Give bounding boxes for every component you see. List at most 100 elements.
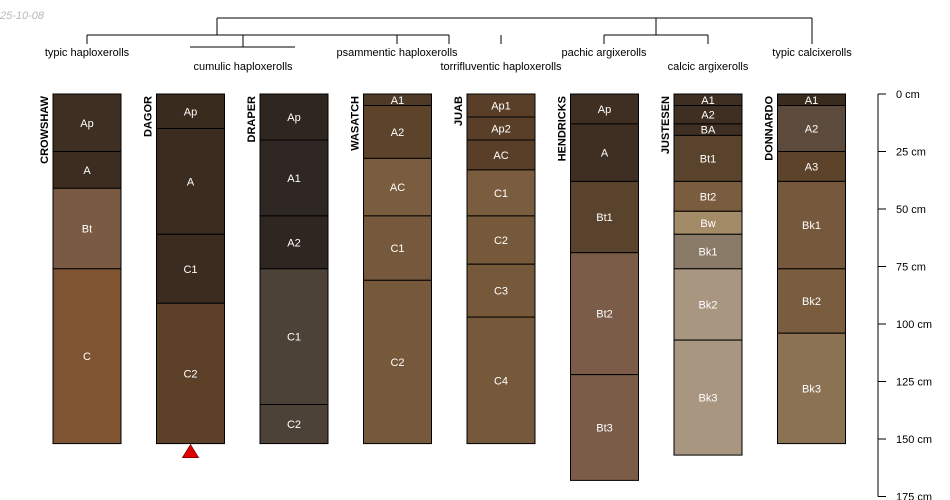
horizon-block	[52, 268, 122, 445]
soil-profile: A1 A2 A3 Bk1 Bk2 Bk3 DONNARDO	[764, 93, 846, 445]
horizon-block	[570, 123, 639, 182]
profile-name: CROWSHAW	[39, 95, 51, 163]
profile-name: WASATCH	[350, 96, 362, 151]
horizon-block	[363, 157, 432, 217]
horizon-label: Ap1	[491, 101, 511, 113]
date-stamp: 25-10-08	[0, 10, 45, 22]
horizon-label: C3	[494, 286, 508, 298]
horizon-block	[259, 404, 329, 445]
taxon-label: cumulic haploxerolls	[193, 61, 293, 73]
horizon-label: A	[83, 165, 91, 177]
depth-axis: 0 cm 25 cm 50 cm 75 cm 100 cm 125 cm 150 cm 175…	[877, 89, 932, 500]
horizon-label: C1	[183, 264, 197, 276]
horizon-label: A1	[805, 95, 818, 107]
soil-profile: Ap1 Ap2 AC C1 C2 C3 C4 JUAB	[453, 93, 536, 445]
horizon-label: C2	[183, 368, 197, 380]
dendrogram	[86, 17, 813, 48]
taxon-label: psammentic haploxerolls	[336, 47, 458, 59]
horizon-label: A1	[287, 173, 300, 185]
horizon-label: Ap	[80, 118, 93, 130]
horizon-label: Bt	[82, 224, 92, 236]
taxon-label: pachic argixerolls	[562, 47, 647, 59]
horizon-label: A	[187, 176, 195, 188]
horizon-block	[363, 279, 432, 445]
soil-profile: Ap A1 A2 C1 C2 DRAPER	[246, 93, 329, 445]
horizon-label: Bw	[700, 218, 715, 230]
horizon-block	[156, 128, 225, 235]
horizon-block	[673, 268, 743, 341]
horizon-block	[363, 215, 432, 281]
horizon-label: Bt2	[596, 309, 613, 321]
profiles-group: Ap A Bt C CROWSHAW Ap A C1 C2 DAGOR Ap A1 A2 C1 C2 DRAP…	[39, 93, 846, 481]
soil-profile: Ap A Bt1 Bt2 Bt3 HENDRICKS	[557, 93, 639, 481]
horizon-block	[156, 233, 225, 304]
depth-tick-label: 50 cm	[896, 204, 926, 216]
horizon-label: Ap	[598, 104, 611, 116]
horizon-block	[466, 263, 536, 318]
horizon-label: A	[601, 148, 609, 160]
horizon-label: A3	[805, 161, 818, 173]
horizon-label: Bt1	[700, 153, 717, 165]
horizon-label: Bt2	[700, 191, 717, 203]
horizon-block	[673, 339, 743, 456]
horizon-label: AC	[493, 150, 508, 162]
soil-profile: A1 A2 AC C1 C2 WASATCH	[350, 93, 432, 445]
horizon-label: Bk3	[699, 393, 718, 405]
horizon-label: C1	[287, 332, 301, 344]
horizon-label: A2	[701, 110, 714, 122]
horizon-block	[777, 268, 846, 334]
horizon-block	[777, 151, 846, 182]
taxon-label: typic calcixerolls	[772, 47, 852, 59]
soil-profile: A1 A2 BA Bt1 Bt2 Bw Bk1 Bk2 Bk3 JUSTESEN	[660, 93, 743, 456]
horizon-label: A1	[701, 95, 714, 107]
horizon-block	[570, 252, 639, 376]
profile-name: DAGOR	[143, 96, 155, 137]
depth-tick-label: 150 cm	[896, 434, 932, 446]
taxon-label: typic haploxerolls	[45, 47, 130, 59]
horizon-label: C1	[494, 188, 508, 200]
horizon-block	[156, 302, 225, 445]
horizon-block	[570, 374, 639, 481]
red-triangle-marker	[181, 443, 200, 458]
profile-name: HENDRICKS	[557, 96, 569, 161]
horizon-label: C4	[494, 375, 508, 387]
horizon-label: AC	[390, 182, 405, 194]
soil-profile: Ap A C1 C2 DAGOR	[143, 93, 225, 458]
horizon-label: Bk1	[802, 220, 821, 232]
horizon-block	[466, 215, 536, 265]
horizon-label: Bt3	[596, 423, 613, 435]
horizon-label: Ap	[184, 106, 197, 118]
horizon-label: C2	[390, 357, 404, 369]
horizon-block	[259, 93, 329, 141]
horizon-label: BA	[701, 125, 716, 137]
horizon-block	[466, 169, 536, 217]
profile-name: JUAB	[453, 96, 465, 126]
taxon-label: torrifluventic haploxerolls	[440, 61, 562, 73]
horizon-label: A1	[391, 95, 404, 107]
horizon-block	[570, 180, 639, 254]
profile-name: JUSTESEN	[660, 96, 672, 154]
horizon-block	[52, 187, 122, 270]
horizon-block	[570, 93, 639, 125]
horizon-label: A2	[805, 124, 818, 136]
horizon-block	[52, 151, 122, 189]
horizon-block	[156, 93, 225, 129]
depth-tick-label: 75 cm	[896, 262, 926, 274]
taxon-labels: typic haploxerolls cumulic haploxerolls …	[45, 47, 852, 73]
horizon-block	[466, 316, 536, 445]
horizon-label: A2	[391, 127, 404, 139]
horizon-label: Bk1	[699, 247, 718, 259]
horizon-label: A2	[287, 237, 300, 249]
horizon-block	[777, 180, 846, 270]
horizon-label: Bk2	[699, 299, 718, 311]
horizon-block	[673, 180, 743, 212]
soil-profile: Ap A Bt C CROWSHAW	[39, 93, 122, 445]
horizon-label: Bk2	[802, 296, 821, 308]
horizon-block	[259, 268, 329, 405]
horizon-block	[259, 215, 329, 270]
horizon-label: Ap2	[491, 124, 511, 136]
depth-tick-label: 0 cm	[896, 89, 920, 101]
horizon-label: Ap	[287, 112, 300, 124]
depth-tick-label: 125 cm	[896, 377, 932, 389]
